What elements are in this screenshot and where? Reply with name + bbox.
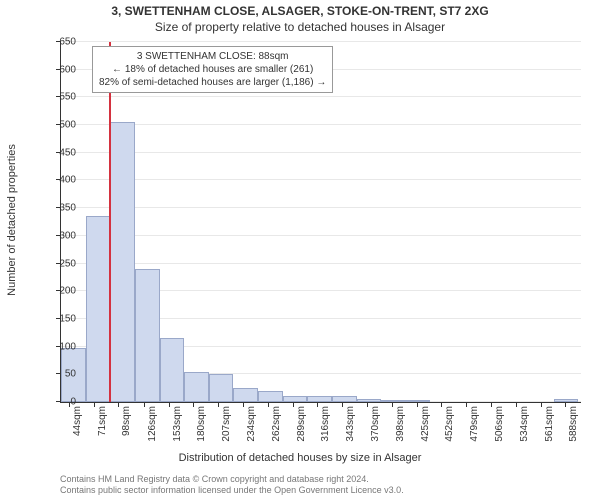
chart-title-main: 3, SWETTENHAM CLOSE, ALSAGER, STOKE-ON-T… [0, 0, 600, 18]
histogram-bar [86, 216, 111, 402]
x-tick-label: 44sqm [72, 406, 83, 436]
histogram-bar [332, 396, 357, 402]
x-tick-label: 479sqm [469, 406, 480, 442]
y-tick-label: 200 [40, 286, 76, 297]
x-tick-mark [516, 402, 517, 407]
annotation-box: 3 SWETTENHAM CLOSE: 88sqm ← 18% of detac… [92, 46, 333, 93]
x-tick-label: 561sqm [544, 406, 555, 442]
annotation-line-1: 3 SWETTENHAM CLOSE: 88sqm [99, 50, 326, 63]
x-tick-mark [491, 402, 492, 407]
x-tick-mark [218, 402, 219, 407]
chart-container: 3, SWETTENHAM CLOSE, ALSAGER, STOKE-ON-T… [0, 0, 600, 500]
x-tick-mark [118, 402, 119, 407]
histogram-bar [307, 396, 332, 402]
y-tick-label: 450 [40, 147, 76, 158]
y-tick-label: 600 [40, 64, 76, 75]
gridline [61, 179, 581, 180]
x-tick-mark [342, 402, 343, 407]
histogram-bar [110, 122, 135, 402]
histogram-bar [357, 399, 382, 402]
x-tick-mark [243, 402, 244, 407]
x-tick-label: 71sqm [97, 406, 108, 436]
x-tick-label: 398sqm [395, 406, 406, 442]
y-tick-label: 150 [40, 313, 76, 324]
x-tick-mark [268, 402, 269, 407]
histogram-bar [406, 400, 431, 402]
gridline [61, 235, 581, 236]
x-tick-mark [193, 402, 194, 407]
x-tick-mark [441, 402, 442, 407]
x-tick-label: 588sqm [568, 406, 579, 442]
x-tick-mark [293, 402, 294, 407]
y-tick-label: 300 [40, 230, 76, 241]
y-tick-label: 50 [40, 369, 76, 380]
y-tick-label: 350 [40, 203, 76, 214]
x-tick-mark [541, 402, 542, 407]
x-tick-mark [417, 402, 418, 407]
property-marker-line [109, 42, 111, 402]
plot-area [60, 42, 581, 403]
gridline [61, 41, 581, 42]
x-tick-label: 234sqm [246, 406, 257, 442]
x-tick-label: 126sqm [147, 406, 158, 442]
x-tick-label: 506sqm [494, 406, 505, 442]
x-tick-mark [317, 402, 318, 407]
histogram-bar [209, 374, 234, 402]
x-tick-mark [169, 402, 170, 407]
y-tick-label: 250 [40, 258, 76, 269]
footer-text: Contains HM Land Registry data © Crown c… [60, 474, 404, 497]
y-axis-label: Number of detached properties [6, 144, 18, 296]
histogram-bar [258, 391, 283, 402]
gridline [61, 124, 581, 125]
x-tick-mark [94, 402, 95, 407]
x-tick-mark [144, 402, 145, 407]
footer-line-1: Contains HM Land Registry data © Crown c… [60, 474, 404, 485]
x-tick-label: 425sqm [420, 406, 431, 442]
gridline [61, 263, 581, 264]
y-tick-label: 100 [40, 341, 76, 352]
y-tick-label: 650 [40, 37, 76, 48]
histogram-bar [283, 396, 308, 402]
x-tick-mark [392, 402, 393, 407]
x-tick-mark [367, 402, 368, 407]
x-tick-label: 98sqm [121, 406, 132, 436]
annotation-line-3: 82% of semi-detached houses are larger (… [99, 76, 326, 89]
x-tick-mark [565, 402, 566, 407]
histogram-bar [160, 338, 185, 402]
x-tick-label: 452sqm [444, 406, 455, 442]
annotation-line-2: ← 18% of detached houses are smaller (26… [99, 63, 326, 76]
chart-title-sub: Size of property relative to detached ho… [0, 18, 600, 36]
x-tick-label: 343sqm [345, 406, 356, 442]
x-tick-label: 153sqm [172, 406, 183, 442]
histogram-bar [184, 372, 209, 402]
x-tick-label: 207sqm [221, 406, 232, 442]
gridline [61, 152, 581, 153]
y-tick-label: 550 [40, 92, 76, 103]
x-tick-label: 262sqm [271, 406, 282, 442]
x-tick-label: 316sqm [320, 406, 331, 442]
y-tick-label: 0 [40, 397, 76, 408]
x-tick-mark [466, 402, 467, 407]
y-tick-label: 500 [40, 120, 76, 131]
footer-line-2: Contains public sector information licen… [60, 485, 404, 496]
y-tick-label: 400 [40, 175, 76, 186]
x-tick-label: 289sqm [296, 406, 307, 442]
gridline [61, 96, 581, 97]
histogram-bar [135, 269, 160, 402]
x-tick-label: 370sqm [370, 406, 381, 442]
x-tick-label: 534sqm [519, 406, 530, 442]
x-axis-label: Distribution of detached houses by size … [0, 452, 600, 464]
x-tick-label: 180sqm [196, 406, 207, 442]
histogram-bar [233, 388, 258, 402]
gridline [61, 207, 581, 208]
histogram-bar [381, 400, 406, 402]
